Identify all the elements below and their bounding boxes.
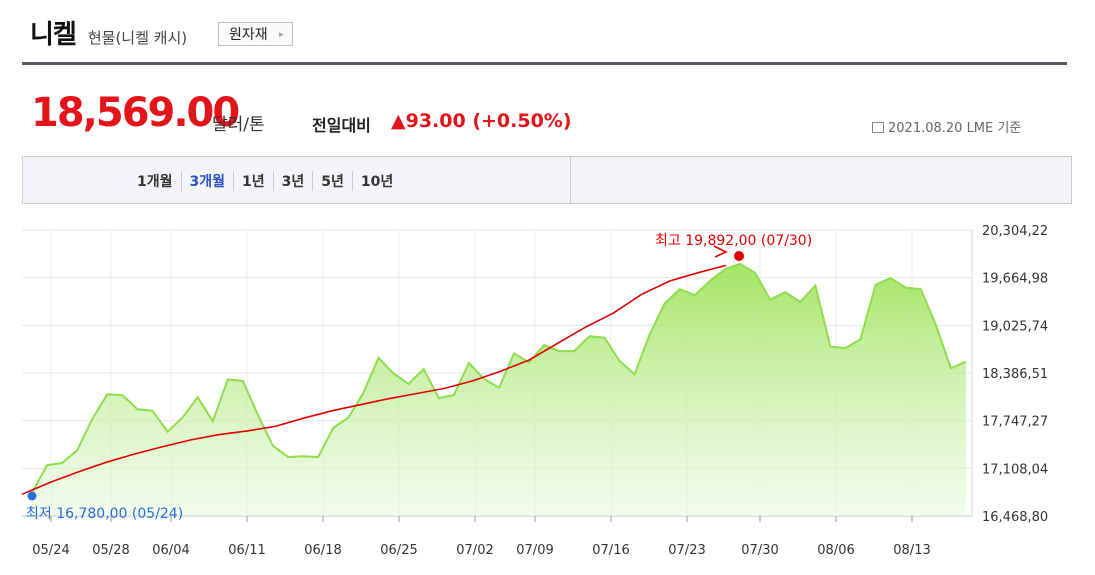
x-tick-label: 07/30 [741, 543, 778, 558]
header: 니켈 현물(니켈 캐시) [30, 14, 187, 54]
y-tick-label: 18,386,51 [982, 367, 1048, 382]
range-tabs: 1개월 3개월 1년 3년 5년 10년 [129, 171, 401, 191]
high-marker [734, 251, 744, 261]
range-tab-5y[interactable]: 5년 [312, 171, 352, 191]
x-tick-label: 07/23 [668, 543, 705, 558]
y-tick-label: 19,664,98 [982, 272, 1048, 287]
commodity-category-button[interactable]: 원자재 ▸ [218, 22, 293, 46]
low-marker [27, 491, 37, 501]
quote-date-text: 2021.08.20 LME 기준 [888, 121, 1022, 136]
y-tick-label: 17,108,04 [982, 462, 1048, 477]
x-tick-label: 07/02 [456, 543, 493, 558]
x-tick-label: 07/16 [592, 543, 629, 558]
page-subtitle: 현물(니켈 캐시) [87, 29, 188, 47]
range-tab-1y[interactable]: 1년 [233, 171, 273, 191]
calendar-icon [872, 122, 884, 133]
y-tick-label: 20,304,22 [982, 224, 1048, 239]
high-label: 최고 19,892,00 (07/30) [655, 233, 812, 249]
x-tick-label: 06/11 [228, 543, 265, 558]
trend-arrowhead-icon [713, 245, 728, 258]
header-divider [22, 62, 1067, 65]
x-tick-label: 06/18 [304, 543, 341, 558]
y-tick-label: 17,747,27 [982, 415, 1048, 430]
range-tab-10y[interactable]: 10년 [351, 171, 401, 191]
low-label: 최저 16,780,00 (05/24) [26, 506, 183, 522]
y-tick-label: 16,468,80 [982, 510, 1048, 525]
change-label: 전일대비 [312, 116, 371, 135]
price-line [31, 262, 967, 494]
commodity-category-label: 원자재 [229, 27, 268, 43]
range-tab-3y[interactable]: 3년 [272, 171, 313, 191]
range-tab-1m[interactable]: 1개월 [137, 174, 173, 190]
price-area-fill [32, 263, 966, 516]
range-selector: 1개월 3개월 1년 3년 5년 10년 [22, 156, 1072, 204]
chevron-right-icon: ▸ [279, 30, 284, 40]
x-tick-label: 08/06 [817, 543, 854, 558]
trend-line [21, 264, 727, 496]
range-tab-3m[interactable]: 3개월 [180, 171, 234, 191]
price-change: ▲93.00 (+0.50%) [391, 110, 572, 132]
x-tick-label: 06/04 [152, 543, 189, 558]
x-tick-label: 06/25 [380, 543, 417, 558]
quote-date: 2021.08.20 LME 기준 [872, 117, 1021, 136]
y-tick-label: 19,025,74 [982, 319, 1048, 334]
x-tick-label: 08/13 [893, 543, 930, 558]
current-price: 18,569.00 [31, 90, 240, 136]
range-divider [570, 157, 571, 203]
x-tick-label: 07/09 [516, 543, 553, 558]
page-title: 니켈 [30, 20, 77, 50]
x-tick-label: 05/24 [32, 543, 69, 558]
x-tick-label: 05/28 [92, 543, 129, 558]
price-unit: 달러/톤 [212, 115, 265, 135]
